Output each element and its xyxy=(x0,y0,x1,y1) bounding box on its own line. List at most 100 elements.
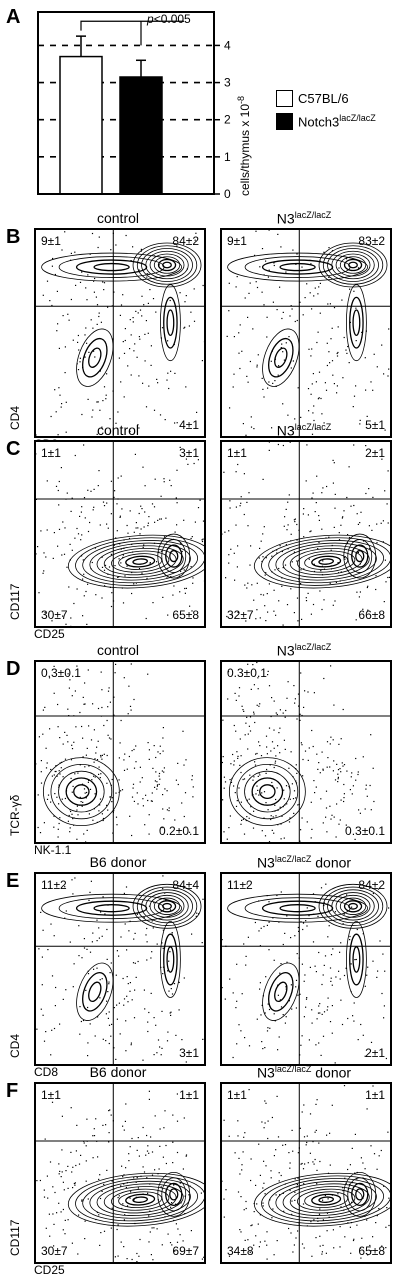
event-dot xyxy=(119,742,121,744)
contour-line xyxy=(279,904,316,913)
contour-line xyxy=(318,883,388,929)
event-dot xyxy=(192,786,194,788)
event-dot xyxy=(273,264,275,267)
event-dot xyxy=(74,877,76,879)
event-dot xyxy=(245,955,247,957)
quadrant-percent-ll: 30±7 xyxy=(41,608,68,622)
event-dot xyxy=(318,951,320,954)
event-dot xyxy=(313,692,315,694)
event-dot xyxy=(324,1194,326,1197)
event-dot xyxy=(132,962,135,964)
event-dot xyxy=(386,1207,388,1209)
contour-line xyxy=(163,296,178,349)
event-dot xyxy=(146,276,148,278)
event-dot xyxy=(385,1057,387,1060)
event-dot xyxy=(273,1013,275,1015)
event-dot xyxy=(320,798,322,800)
event-dot xyxy=(108,1024,111,1026)
contour-line xyxy=(244,897,351,920)
event-dot xyxy=(302,922,305,924)
event-dot xyxy=(276,309,278,311)
event-dot xyxy=(142,798,144,800)
event-dot xyxy=(282,403,284,405)
event-dot xyxy=(150,992,152,994)
event-dot xyxy=(381,1245,383,1247)
event-dot xyxy=(143,1171,146,1173)
event-dot xyxy=(330,549,332,551)
event-dot xyxy=(45,1031,47,1033)
event-dot xyxy=(313,295,315,297)
event-dot xyxy=(366,415,368,417)
event-dot xyxy=(156,788,158,790)
event-dot xyxy=(296,319,298,322)
event-dot xyxy=(384,559,386,561)
event-dot xyxy=(135,1181,137,1183)
event-dot xyxy=(87,1055,89,1057)
event-dot xyxy=(303,1104,305,1106)
event-dot xyxy=(262,388,264,390)
event-dot xyxy=(60,406,62,408)
event-dot xyxy=(166,809,168,811)
event-dot xyxy=(275,1194,277,1196)
event-dot xyxy=(365,389,367,391)
event-dot xyxy=(50,1054,52,1056)
event-dot xyxy=(84,517,86,519)
event-dot xyxy=(169,1012,171,1014)
event-dot xyxy=(303,568,305,570)
event-dot xyxy=(90,490,92,492)
contour-line xyxy=(141,248,193,282)
event-dot xyxy=(188,831,191,833)
event-dot xyxy=(283,359,285,361)
event-dot xyxy=(192,582,194,584)
event-dot xyxy=(280,1174,282,1177)
event-dot xyxy=(102,817,105,820)
event-dot xyxy=(191,536,193,538)
event-dot xyxy=(305,600,308,602)
event-dot xyxy=(387,576,389,579)
legend-label-base: Notch3 xyxy=(298,114,340,130)
event-dot xyxy=(47,794,50,796)
event-dot xyxy=(53,1223,55,1225)
event-dot xyxy=(58,480,60,483)
event-dot xyxy=(132,317,134,319)
event-dot xyxy=(82,801,84,803)
event-dot xyxy=(88,779,90,781)
event-dot xyxy=(247,663,249,665)
event-dot xyxy=(267,276,269,278)
event-dot xyxy=(145,320,147,322)
event-dot xyxy=(310,263,312,265)
event-dot xyxy=(236,963,238,965)
event-dot xyxy=(306,283,308,285)
event-dot xyxy=(268,583,270,585)
contour-line xyxy=(345,921,367,998)
event-dot xyxy=(334,507,336,509)
event-dot xyxy=(115,1058,117,1060)
event-dot xyxy=(162,1156,164,1158)
event-dot xyxy=(106,1000,108,1002)
event-dot xyxy=(343,1085,346,1087)
event-dot xyxy=(381,1096,383,1098)
event-dot xyxy=(361,331,363,333)
event-dot xyxy=(364,357,366,359)
event-dot xyxy=(250,545,252,547)
event-dot xyxy=(388,1197,390,1199)
event-dot xyxy=(174,1250,176,1252)
event-dot xyxy=(182,1168,184,1170)
event-dot xyxy=(347,1168,349,1171)
quadrant-percent-ur: 1±1 xyxy=(179,1088,199,1102)
event-dot xyxy=(57,726,59,728)
event-dot xyxy=(61,554,63,556)
event-dot xyxy=(316,753,318,755)
event-dot xyxy=(73,1182,75,1185)
event-dot xyxy=(97,246,99,249)
event-dot xyxy=(310,530,312,532)
event-dot xyxy=(108,687,110,689)
event-dot xyxy=(359,812,361,814)
flow-plot: 1±1 3±1 30±7 65±8 xyxy=(34,440,206,628)
event-dot xyxy=(60,467,62,469)
event-dot xyxy=(306,1135,308,1137)
event-dot xyxy=(87,398,89,400)
event-dot xyxy=(96,967,98,969)
event-dot xyxy=(42,1014,44,1016)
event-dot xyxy=(385,581,387,583)
